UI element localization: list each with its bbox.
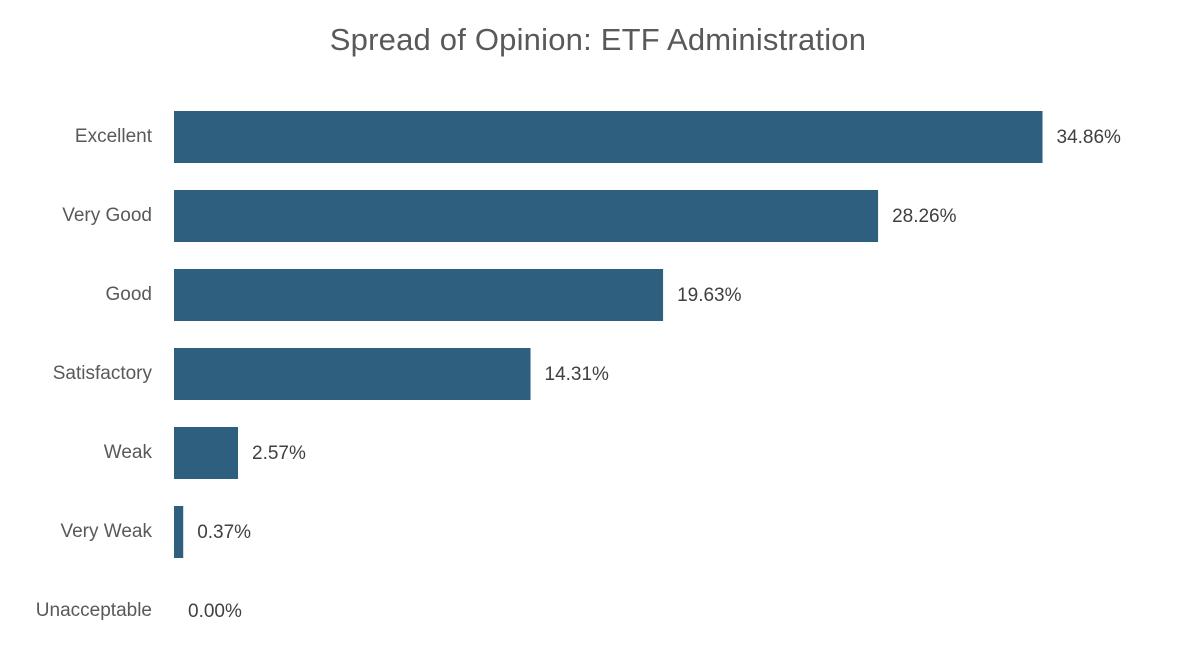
bar — [174, 190, 879, 242]
bar — [174, 348, 531, 400]
data-label: 14.31% — [545, 364, 610, 385]
data-label: 2.57% — [252, 443, 306, 464]
category-label: Very Good — [62, 205, 152, 226]
bar — [174, 427, 239, 479]
bar — [174, 269, 664, 321]
bar — [174, 506, 184, 558]
chart-title: Spread of Opinion: ETF Administration — [329, 22, 867, 57]
category-label: Excellent — [75, 126, 153, 147]
data-label: 28.26% — [892, 206, 957, 227]
data-label: 34.86% — [1057, 127, 1122, 148]
data-label: 0.37% — [197, 522, 251, 543]
category-label: Unacceptable — [36, 600, 152, 621]
category-label: Weak — [104, 442, 153, 463]
data-label: 0.00% — [188, 601, 242, 622]
category-label: Very Weak — [60, 521, 152, 542]
category-label: Good — [106, 284, 152, 305]
category-label: Satisfactory — [53, 363, 153, 384]
data-label: 19.63% — [677, 285, 742, 306]
bar — [174, 111, 1043, 163]
